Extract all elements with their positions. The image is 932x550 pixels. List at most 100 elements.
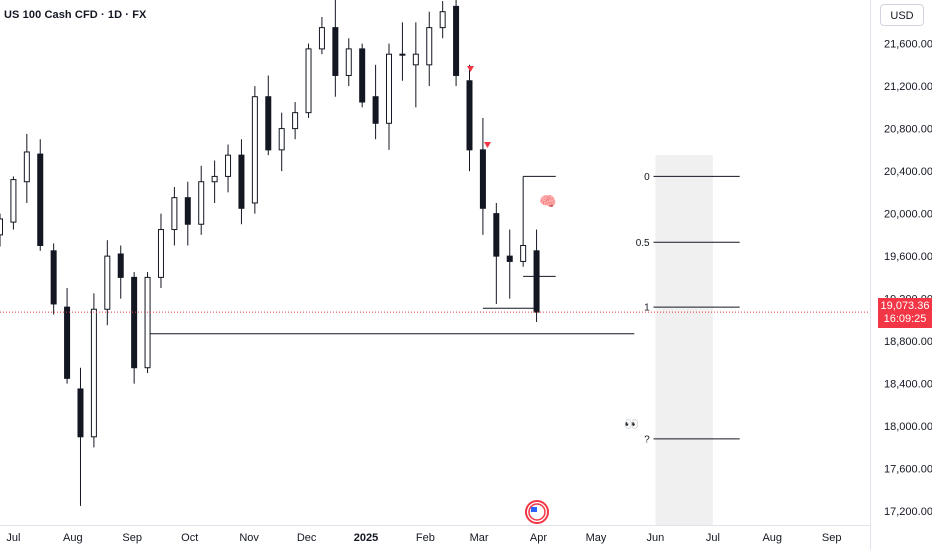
candle-body bbox=[131, 276, 138, 369]
x-tick-label: Dec bbox=[297, 532, 317, 544]
candle-body bbox=[64, 306, 71, 379]
x-tick-label: Mar bbox=[470, 532, 489, 544]
candle bbox=[0, 213, 3, 247]
candle bbox=[104, 240, 111, 326]
candle-body bbox=[292, 112, 299, 130]
x-tick-label: Oct bbox=[181, 532, 198, 544]
candle bbox=[198, 165, 205, 235]
sell-marker-2 bbox=[484, 142, 491, 148]
candle bbox=[10, 176, 17, 230]
y-tick-label: 17,200.00 bbox=[884, 506, 932, 518]
x-tick-label: Jul bbox=[6, 532, 20, 544]
candle bbox=[23, 133, 30, 203]
candle bbox=[265, 75, 272, 156]
candle bbox=[520, 176, 527, 267]
candle bbox=[90, 293, 97, 448]
projection-zone bbox=[655, 155, 713, 525]
x-tick-label: Aug bbox=[63, 532, 83, 544]
y-tick-label: 20,000.00 bbox=[884, 209, 932, 221]
candle-body bbox=[479, 149, 486, 209]
candle bbox=[37, 139, 44, 251]
candle-body bbox=[144, 276, 151, 369]
candle-body bbox=[453, 5, 460, 76]
candle-body bbox=[533, 250, 540, 313]
y-tick-label: 20,400.00 bbox=[884, 166, 932, 178]
candle bbox=[318, 17, 325, 55]
x-tick-label: Nov bbox=[239, 532, 259, 544]
candle-body bbox=[359, 48, 366, 103]
candle bbox=[131, 272, 138, 384]
x-tick-label: May bbox=[586, 532, 607, 544]
currency-selector[interactable]: USD bbox=[880, 4, 924, 26]
candle-body bbox=[238, 154, 245, 209]
candle-body bbox=[225, 154, 232, 177]
candle-body bbox=[251, 96, 258, 204]
fib-label-2: 1 bbox=[644, 303, 650, 314]
last-price-value: 19,073.36 bbox=[880, 300, 930, 312]
candle-body bbox=[520, 244, 527, 262]
candle-body bbox=[399, 53, 406, 56]
candle-body bbox=[318, 27, 325, 50]
candle-body bbox=[386, 53, 393, 124]
symbol-title[interactable]: US 100 Cash CFD · 1D · FX bbox=[4, 9, 147, 21]
candle-body bbox=[171, 197, 178, 231]
candle-body bbox=[37, 153, 44, 246]
candle bbox=[386, 43, 393, 150]
last-price-label: 19,073.36 16:09:25 bbox=[878, 298, 932, 328]
candle-body bbox=[157, 229, 164, 278]
y-tick-label: 18,400.00 bbox=[884, 379, 932, 391]
candle-body bbox=[90, 308, 97, 438]
candle bbox=[453, 0, 460, 87]
y-tick-label: 21,200.00 bbox=[884, 81, 932, 93]
candle bbox=[466, 64, 473, 172]
candle bbox=[184, 181, 191, 246]
candle-body bbox=[372, 96, 379, 124]
candle bbox=[278, 112, 285, 172]
candle-body bbox=[265, 96, 272, 151]
y-tick-label: 18,800.00 bbox=[884, 336, 932, 348]
x-tick-label: Jul bbox=[706, 532, 720, 544]
candle bbox=[439, 1, 446, 39]
candle-body bbox=[345, 48, 352, 76]
eyes-emoji: 👀 bbox=[624, 417, 639, 431]
candle bbox=[251, 86, 258, 214]
candle bbox=[533, 229, 540, 323]
candle-body bbox=[305, 48, 312, 114]
candle-body bbox=[506, 255, 513, 262]
y-tick-label: 20,800.00 bbox=[884, 124, 932, 136]
candle-body bbox=[77, 388, 84, 438]
candle-body bbox=[117, 253, 124, 278]
x-tick-label: Jun bbox=[646, 532, 664, 544]
candle-body bbox=[439, 11, 446, 29]
candle-body bbox=[184, 197, 191, 225]
y-tick-label: 18,000.00 bbox=[884, 421, 932, 433]
flag-canton bbox=[531, 507, 537, 512]
candle bbox=[225, 144, 232, 193]
candle bbox=[345, 38, 352, 87]
candle-body bbox=[332, 27, 339, 76]
candle bbox=[211, 160, 218, 203]
candle bbox=[292, 102, 299, 140]
x-tick-label: Sep bbox=[122, 532, 142, 544]
x-tick-label: Apr bbox=[530, 532, 547, 544]
candle bbox=[117, 245, 124, 299]
candle bbox=[426, 11, 433, 87]
x-tick-label: 2025 bbox=[354, 532, 378, 544]
y-tick-label: 19,600.00 bbox=[884, 251, 932, 263]
candle-body bbox=[493, 213, 500, 257]
candle-body bbox=[104, 255, 111, 310]
x-tick-label: Aug bbox=[762, 532, 782, 544]
candle bbox=[412, 22, 419, 108]
candle bbox=[77, 367, 84, 506]
candle-body bbox=[278, 128, 285, 151]
x-tick-label: Feb bbox=[416, 532, 435, 544]
candle bbox=[305, 43, 312, 118]
x-tick-label: Sep bbox=[822, 532, 842, 544]
candle bbox=[144, 272, 151, 374]
candle bbox=[50, 243, 57, 315]
candle bbox=[359, 43, 366, 108]
candle bbox=[399, 22, 406, 81]
bar-countdown: 16:09:25 bbox=[883, 313, 927, 325]
candle bbox=[238, 139, 245, 225]
